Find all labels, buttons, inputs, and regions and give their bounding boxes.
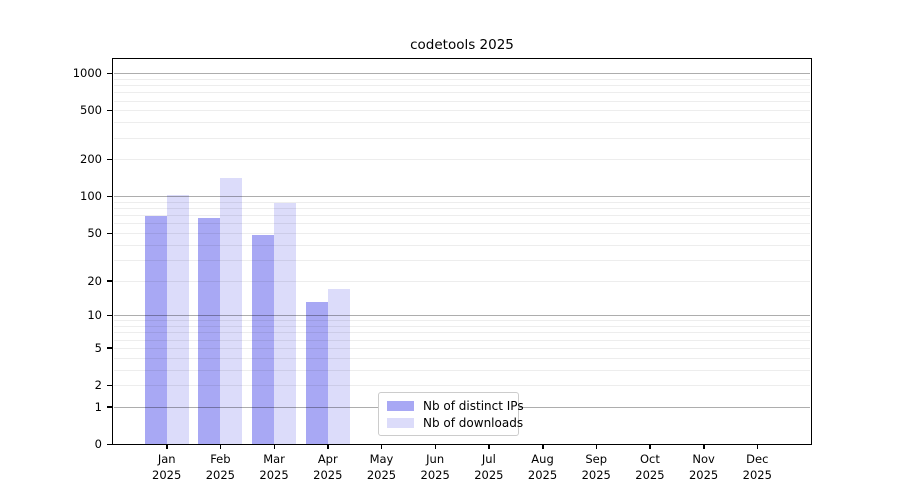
x-tick-label: Jun 2025 [420,452,450,482]
x-tick-label: Jul 2025 [474,452,504,482]
y-tick-label: 5 [94,340,102,355]
x-tick-label: Jan 2025 [152,452,182,482]
distinct-ips-swatch-icon [387,401,414,412]
x-tick-mark [542,445,544,449]
y-tick-label: 50 [87,226,102,241]
x-tick-mark [166,445,168,449]
chart-legend: Nb of distinct IPs Nb of downloads [378,392,524,436]
y-tick-label: 1000 [72,66,102,81]
x-tick-mark [595,445,598,449]
y-tick-label: 0 [94,437,102,451]
x-tick-label: Apr 2025 [313,452,343,482]
y-tick-label: 500 [80,103,102,118]
x-tick-label: Nov 2025 [688,452,719,482]
x-tick-mark [273,445,276,449]
y-tick-label: 10 [87,308,102,323]
x-tick-label: Aug 2025 [527,452,558,482]
x-tick-label: May 2025 [366,452,397,482]
x-tick-mark [219,445,222,449]
x-tick-label: Feb 2025 [205,452,236,482]
legend-label: Nb of downloads [423,415,524,430]
x-tick-mark [703,445,705,449]
x-tick-mark [488,445,490,449]
x-tick-label: Oct 2025 [635,452,665,482]
legend-label: Nb of distinct IPs [423,399,524,414]
legend-item-distinct-ips: Nb of distinct IPs [387,398,524,414]
legend-item-downloads: Nb of downloads [387,415,523,431]
x-tick-label: Sep 2025 [581,452,611,482]
y-tick-label: 2 [94,378,102,393]
x-tick-label: Dec 2025 [742,452,772,482]
x-tick-label: Mar 2025 [259,452,289,482]
y-tick-label: 20 [87,273,102,288]
chart-title: codetools 2025 [410,37,514,53]
x-tick-mark [327,445,329,449]
y-tick-label: 200 [80,152,102,167]
x-tick-mark [434,445,437,449]
y-tick-label: 1 [94,399,102,414]
y-tick-label: 100 [80,189,102,204]
x-tick-mark [380,445,383,449]
downloads-swatch-icon [387,417,414,428]
x-tick-mark [756,445,759,449]
x-tick-mark [649,445,651,449]
plot-frame [112,58,812,445]
